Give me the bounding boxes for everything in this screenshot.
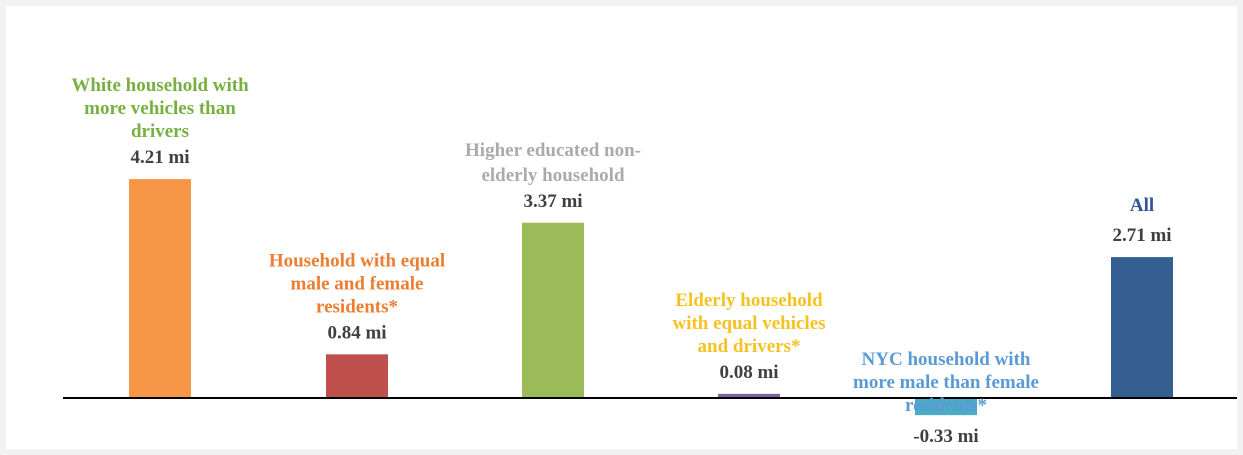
category-label-5-line-1: NYC household with bbox=[862, 349, 1031, 370]
bar-6 bbox=[1111, 257, 1173, 398]
category-label-2-line-2: male and female bbox=[291, 273, 424, 294]
value-label-5: -0.33 mi bbox=[913, 426, 978, 447]
bar-2 bbox=[326, 354, 388, 398]
category-label-2-line-1: Household with equal bbox=[269, 250, 445, 271]
chart-area: 4.21 mi White household with more vehicles… bbox=[6, 6, 1237, 449]
value-label-4: 0.08 mi bbox=[719, 362, 778, 383]
bar-4 bbox=[718, 393, 780, 398]
bar-1 bbox=[129, 179, 191, 398]
value-label-1: 4.21 mi bbox=[130, 147, 189, 168]
category-label-1-line-1: White household with bbox=[71, 75, 249, 96]
bars-layer bbox=[129, 179, 1173, 416]
category-label-1-line-3: drivers bbox=[131, 121, 189, 142]
bar-5 bbox=[915, 398, 977, 416]
category-label-2-line-3: residents* bbox=[316, 296, 398, 317]
value-label-6: 2.71 mi bbox=[1112, 225, 1171, 246]
value-label-2: 0.84 mi bbox=[327, 322, 386, 343]
category-label-6-line-1: All bbox=[1130, 195, 1154, 216]
category-label-3-line-2: elderly household bbox=[481, 165, 624, 186]
value-label-3: 3.37 mi bbox=[523, 191, 582, 212]
category-label-1-line-2: more vehicles than bbox=[84, 98, 236, 119]
bar-3 bbox=[522, 222, 584, 398]
category-label-5-line-3: residents* bbox=[905, 395, 987, 416]
category-label-4-line-3: and drivers* bbox=[698, 336, 801, 357]
category-label-3-line-1: Higher educated non- bbox=[465, 140, 641, 161]
category-label-4-line-2: with equal vehicles bbox=[672, 313, 825, 334]
category-label-4-line-1: Elderly household bbox=[675, 290, 823, 311]
category-label-5-line-2: more male than female bbox=[853, 372, 1039, 393]
